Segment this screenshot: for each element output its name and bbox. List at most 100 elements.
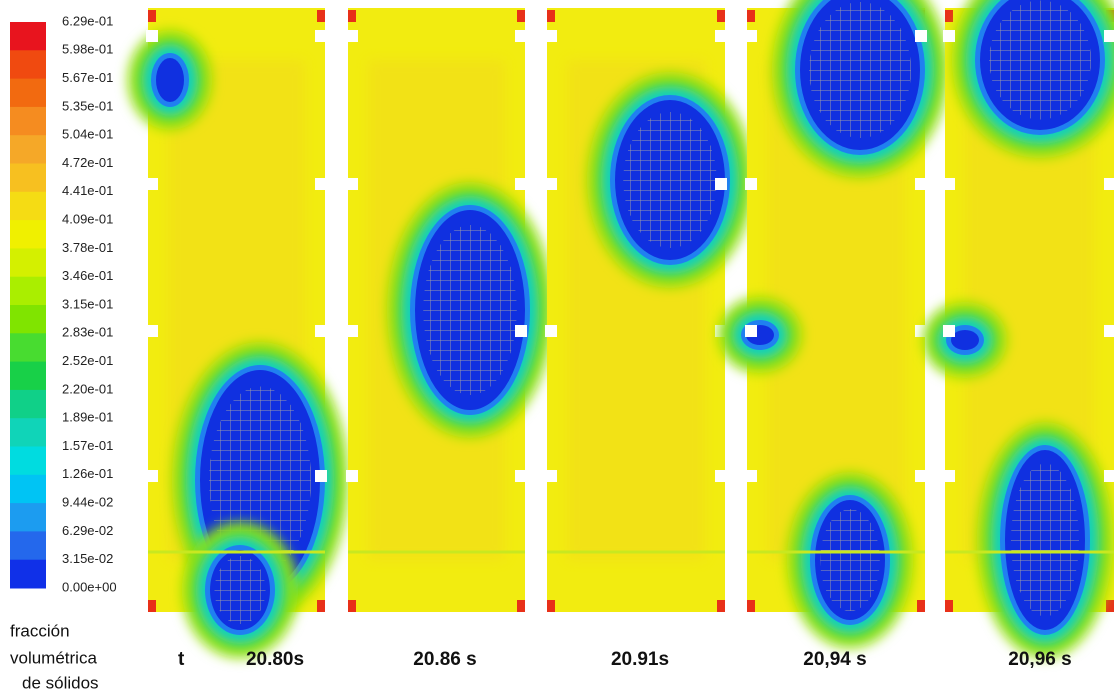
bubble-mesh [820, 509, 880, 611]
colorbar-swatch [10, 220, 46, 249]
nozzle [545, 325, 557, 337]
nozzle [515, 30, 527, 42]
colorbar-swatch [10, 107, 46, 136]
bubble-mesh [809, 2, 911, 138]
colorbar-swatch [10, 531, 46, 560]
colorbar-swatch [10, 560, 46, 589]
nozzle [315, 470, 327, 482]
colorbar-label: 5.67e-01 [62, 70, 113, 85]
time-label: 20.91s [611, 649, 669, 670]
colorbar-swatch [10, 50, 46, 79]
wall-hot [517, 600, 525, 612]
colorbar-label: 0.00e+00 [62, 579, 117, 594]
colorbar-label: 6.29e-02 [62, 523, 113, 538]
colorbar-swatch [10, 135, 46, 164]
colorbar-label: 5.98e-01 [62, 42, 113, 57]
colorbar-label: 6.29e-01 [62, 13, 113, 28]
bubble [156, 58, 184, 102]
nozzle [545, 178, 557, 190]
nozzle [915, 30, 927, 42]
nozzle [745, 30, 757, 42]
nozzle [1104, 178, 1114, 190]
contour-panel [718, 0, 948, 648]
nozzle [745, 325, 757, 337]
nozzle [943, 30, 955, 42]
colorbar-label: 3.78e-01 [62, 240, 113, 255]
colorbar-swatch [10, 164, 46, 193]
colorbar-label: 3.15e-01 [62, 296, 113, 311]
colorbar-label: 3.15e-02 [62, 551, 113, 566]
bubble-mesh [1011, 464, 1079, 617]
wall-hot [547, 10, 555, 22]
colorbar-label: 2.20e-01 [62, 381, 113, 396]
legend-title-line: de sólidos [22, 673, 99, 692]
nozzle [745, 178, 757, 190]
time-label: 20.80s [246, 649, 304, 670]
wall-hot [917, 600, 925, 612]
nozzle [943, 325, 955, 337]
colorbar-label: 4.72e-01 [62, 155, 113, 170]
contour-panel [128, 8, 348, 658]
nozzle [346, 178, 358, 190]
colorbar-label: 4.09e-01 [62, 212, 113, 227]
nozzle [715, 178, 727, 190]
nozzle [515, 178, 527, 190]
colorbar-label: 1.57e-01 [62, 438, 113, 453]
wall-hot [547, 600, 555, 612]
nozzle [146, 470, 158, 482]
nozzle [915, 178, 927, 190]
wall-hot [717, 600, 725, 612]
wall-hot [717, 10, 725, 22]
colorbar-label: 9.44e-02 [62, 495, 113, 510]
colorbar-swatch [10, 22, 46, 51]
wall-hot [517, 10, 525, 22]
nozzle [943, 178, 955, 190]
nozzle [346, 470, 358, 482]
time-symbol: t [178, 649, 185, 670]
colorbar-label: 5.04e-01 [62, 127, 113, 142]
nozzle [545, 30, 557, 42]
wall-hot [348, 10, 356, 22]
nozzle [715, 470, 727, 482]
time-label: 20.86 s [413, 649, 476, 670]
colorbar-swatch [10, 79, 46, 108]
legend-title-line: fracción [10, 621, 70, 640]
nozzle [943, 470, 955, 482]
nozzle [515, 325, 527, 337]
legend-title-line: volumétrica [10, 648, 97, 667]
wall-hot [1106, 600, 1114, 612]
contour-panel [923, 0, 1114, 658]
colorbar-swatch [10, 192, 46, 221]
wall-hot [747, 10, 755, 22]
colorbar-swatch [10, 362, 46, 391]
wall-hot [747, 600, 755, 612]
nozzle [515, 470, 527, 482]
colorbar-swatch [10, 418, 46, 447]
wall-hot [317, 10, 325, 22]
figure-canvas: fracción volumétrica de sólidos t 6.29e-… [0, 0, 1114, 693]
nozzle [315, 325, 327, 337]
nozzle [346, 325, 358, 337]
nozzle [146, 325, 158, 337]
nozzle [315, 178, 327, 190]
colorbar-label: 2.83e-01 [62, 325, 113, 340]
colorbar-swatch [10, 248, 46, 277]
colorbar-label: 4.41e-01 [62, 183, 113, 198]
nozzle [715, 30, 727, 42]
wall-hot [317, 600, 325, 612]
bubble-mesh [623, 112, 717, 248]
nozzle [146, 178, 158, 190]
nozzle [1104, 30, 1114, 42]
colorbar-label: 2.52e-01 [62, 353, 113, 368]
contour-panel [346, 8, 553, 612]
colorbar-label: 1.89e-01 [62, 410, 113, 425]
nozzle [545, 470, 557, 482]
wall-hot [945, 10, 953, 22]
contour-panel [545, 8, 753, 612]
colorbar-swatch [10, 305, 46, 334]
bubble-mesh [215, 556, 266, 624]
nozzle [315, 30, 327, 42]
colorbar-swatch [10, 390, 46, 419]
bubble-mesh [989, 1, 1091, 120]
nozzle [146, 30, 158, 42]
